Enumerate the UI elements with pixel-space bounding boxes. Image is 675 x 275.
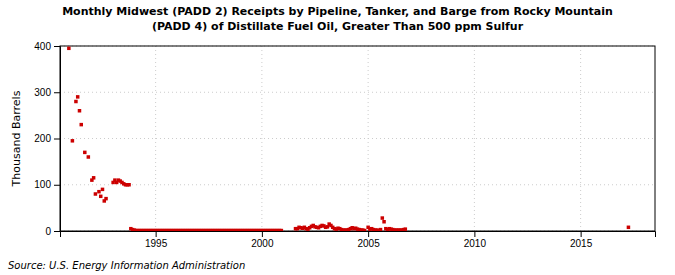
point xyxy=(382,220,386,224)
y-tick-mark xyxy=(54,231,60,232)
x-tick-label: 2015 xyxy=(570,238,593,249)
point xyxy=(379,228,383,231)
y-tick-label: 200 xyxy=(34,133,51,144)
x-tick-label: 2005 xyxy=(358,238,381,249)
point xyxy=(627,226,631,230)
x-grid-line xyxy=(474,46,475,231)
source-note: Source: U.S. Energy Information Administ… xyxy=(8,260,245,271)
x-axis: 1995 2000 2005 2010 2015 xyxy=(61,231,656,249)
point xyxy=(404,227,408,231)
y-grid-line xyxy=(60,184,655,185)
x-tick-label: 2000 xyxy=(251,238,274,249)
point xyxy=(83,151,87,155)
y-tick: 300 xyxy=(34,87,60,98)
y-tick-label: 0 xyxy=(45,226,51,237)
x-tick: 2015 xyxy=(570,231,593,249)
x-tick-label: 1995 xyxy=(145,238,168,249)
x-tick-mark xyxy=(581,231,582,237)
x-tick-mark xyxy=(262,231,263,237)
points xyxy=(67,47,630,231)
plot-frame xyxy=(60,46,655,231)
y-tick: 100 xyxy=(34,179,60,190)
chart-svg: 1995 2000 2005 2010 2015 0 100 200 300 400 Thousan… xyxy=(0,0,675,275)
x-tick-label: 2010 xyxy=(464,238,487,249)
x-axis-line xyxy=(61,232,656,238)
point xyxy=(94,192,98,196)
y-tick-mark xyxy=(54,46,60,47)
y-axis-line xyxy=(54,47,61,232)
y-axis: 0 100 200 300 400 xyxy=(34,41,60,237)
point xyxy=(104,197,108,201)
y-tick-label: 300 xyxy=(34,87,51,98)
x-tick-mark xyxy=(368,231,369,237)
y-tick-label: 400 xyxy=(34,41,51,52)
point xyxy=(80,123,84,127)
x-tick: 2000 xyxy=(251,231,274,249)
x-tick-mark xyxy=(156,231,157,237)
point xyxy=(67,47,71,51)
point xyxy=(280,229,284,231)
y-tick: 0 xyxy=(45,226,60,237)
point xyxy=(363,229,367,231)
x-tick: 1995 xyxy=(145,231,168,249)
y-tick-label: 100 xyxy=(34,179,51,190)
point xyxy=(92,176,96,180)
y-tick-mark xyxy=(54,185,60,186)
y-tick: 400 xyxy=(34,41,60,52)
point xyxy=(71,139,75,143)
grid xyxy=(60,46,655,231)
point xyxy=(101,188,105,192)
x-grid-line xyxy=(155,46,156,231)
y-grid-line xyxy=(60,92,655,93)
x-tick: 2005 xyxy=(358,231,381,249)
subtitle: (PADD 4) of Distillate Fuel Oil, Greater… xyxy=(152,20,524,33)
y-tick-mark xyxy=(54,139,60,140)
point xyxy=(127,183,131,187)
x-tick-mark xyxy=(474,231,475,237)
x-grid-line xyxy=(261,46,262,231)
point xyxy=(74,100,78,104)
y-grid-line xyxy=(60,138,655,139)
point xyxy=(78,109,82,113)
y-axis-title: Thousand Barrels xyxy=(10,90,23,187)
point xyxy=(97,190,101,194)
point xyxy=(87,155,91,159)
x-tick: 2010 xyxy=(464,231,487,249)
y-tick: 200 xyxy=(34,133,60,144)
point xyxy=(76,95,80,99)
point xyxy=(99,195,103,199)
point xyxy=(381,216,385,220)
title: Monthly Midwest (PADD 2) Receipts by Pip… xyxy=(62,5,613,18)
y-tick-mark xyxy=(54,92,60,93)
